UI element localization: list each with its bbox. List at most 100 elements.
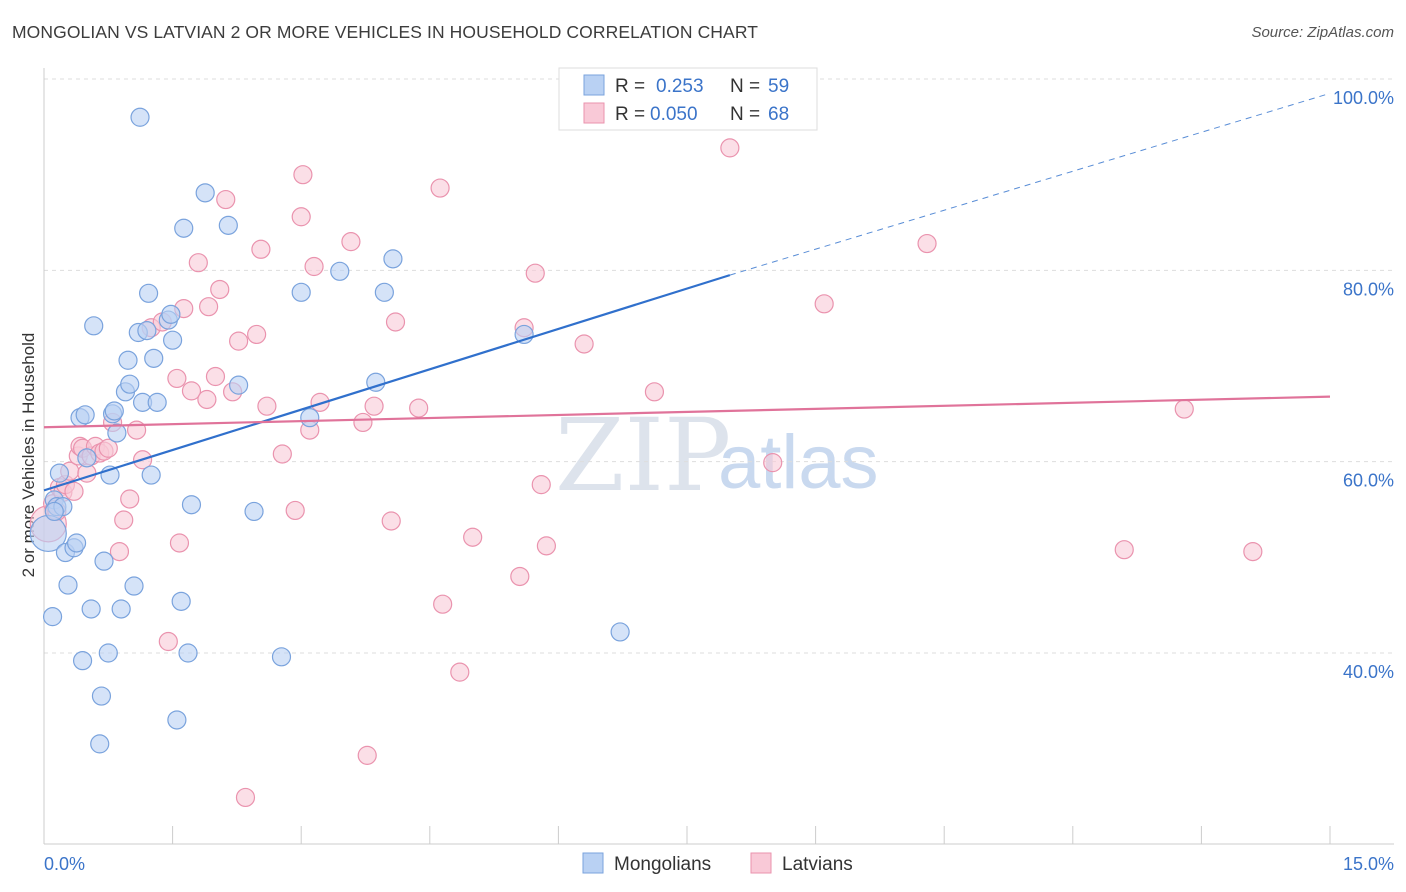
mongolian-point — [81, 599, 101, 619]
latvian-point — [1174, 399, 1194, 419]
latvian-point — [510, 566, 530, 587]
latvian-point — [235, 787, 256, 808]
chart-title: MONGOLIAN VS LATVIAN 2 OR MORE VEHICLES … — [12, 22, 759, 42]
legend-n-label-latvians: N = — [730, 104, 760, 125]
latvian-point — [409, 398, 429, 418]
watermark-atlas: atlas — [718, 420, 879, 505]
x-tick-label-max: 15.0% — [1343, 854, 1394, 874]
latvian-point — [205, 366, 226, 387]
latvian-point — [364, 396, 384, 416]
mongolian-point — [90, 734, 110, 754]
latvian-point — [357, 745, 377, 765]
latvian-point — [167, 368, 187, 389]
latvian-point — [574, 334, 594, 354]
mongolian-points — [29, 107, 630, 754]
mongolian-point — [98, 643, 118, 663]
latvian-point — [341, 232, 361, 252]
mongolian-point — [300, 408, 320, 428]
latvian-point — [353, 412, 373, 433]
latvian-point — [720, 138, 740, 158]
latvian-point — [430, 178, 450, 198]
bottom-legend-swatch-latvians — [750, 852, 772, 874]
mongolian-point — [107, 423, 127, 443]
mongolian-point — [161, 304, 181, 324]
mongolian-point — [84, 316, 104, 336]
mongolian-point — [72, 651, 93, 671]
latvian-point — [293, 165, 313, 185]
mongolian-point — [178, 643, 198, 663]
latvian-point — [763, 453, 783, 473]
mongolian-point — [124, 576, 144, 596]
watermark-zip: ZIP — [555, 397, 731, 514]
latvian-trend-line — [43, 395, 1331, 429]
latvian-point — [229, 331, 249, 351]
legend-n-value-mongolians: 59 — [768, 76, 789, 97]
y-tick-label-60: 60.0% — [1343, 471, 1394, 491]
mongolian-point — [58, 575, 78, 595]
latvian-point — [216, 189, 236, 210]
mongolian-point — [167, 710, 187, 730]
legend-r-value-latvians: 0.050 — [650, 104, 698, 125]
latvian-point — [644, 382, 665, 402]
mongolian-point — [42, 607, 63, 627]
mongolian-point — [75, 405, 95, 425]
mongolian-point — [174, 218, 194, 238]
latvian-point — [1114, 540, 1134, 560]
latvian-point — [109, 541, 130, 562]
mongolian-point — [383, 249, 403, 269]
latvian-point — [536, 536, 556, 556]
mongolian-point — [330, 261, 350, 281]
mongolian-point — [138, 283, 159, 303]
grid-lines — [44, 78, 1394, 654]
legend-n-label-mongolians: N = — [730, 76, 760, 97]
latvian-point — [304, 256, 324, 277]
mongolian-point — [218, 215, 238, 235]
bottom-legend: Mongolians Latvians — [582, 852, 853, 875]
source-credit: Source: ZipAtlas.com — [1251, 24, 1394, 41]
latvian-point — [531, 475, 551, 495]
latvian-point — [181, 381, 202, 401]
legend-n-value-latvians: 68 — [768, 104, 789, 125]
mongolian-point — [147, 392, 167, 412]
mongolian-point — [163, 330, 183, 350]
latvian-point — [291, 207, 311, 227]
mongolian-trend-extension — [729, 92, 1331, 276]
legend-r-label-latvians: R = — [615, 104, 645, 125]
mongolian-point — [91, 686, 112, 706]
axes — [43, 68, 1394, 845]
mongolian-point — [244, 501, 264, 522]
latvian-point — [1243, 541, 1263, 562]
latvian-point — [433, 594, 453, 614]
latvian-point — [814, 294, 834, 314]
latvian-point — [169, 533, 190, 553]
mongolian-point — [171, 591, 191, 611]
mongolian-point — [610, 622, 630, 642]
latvian-point — [199, 297, 219, 317]
mongolian-trend-line — [43, 274, 731, 492]
latvian-point — [251, 239, 271, 259]
latvian-point — [197, 389, 217, 410]
mongolian-point — [144, 348, 164, 368]
y-tick-label-100: 100.0% — [1333, 88, 1394, 108]
latvian-point — [64, 481, 84, 501]
legend: R = 0.253 N = 59 R = 0.050 N = 68 — [558, 67, 818, 131]
mongolian-point — [130, 107, 150, 127]
y-tick-label-40: 40.0% — [1343, 662, 1394, 682]
latvian-point — [158, 631, 178, 652]
latvian-point — [257, 396, 277, 416]
legend-r-label-mongolians: R = — [615, 76, 645, 97]
mongolian-point — [229, 375, 249, 395]
latvian-point — [310, 392, 330, 412]
mongolian-point — [374, 282, 394, 302]
mongolian-point — [141, 465, 161, 485]
mongolian-point — [271, 647, 292, 667]
latvian-point — [463, 527, 483, 547]
mongolian-point — [111, 599, 131, 619]
mongolian-point — [66, 533, 87, 553]
x-tick-label-min: 0.0% — [44, 854, 85, 874]
latvian-point — [381, 511, 401, 531]
mongolian-point — [104, 401, 124, 421]
latvian-point — [210, 279, 230, 300]
latvian-point — [385, 312, 406, 332]
